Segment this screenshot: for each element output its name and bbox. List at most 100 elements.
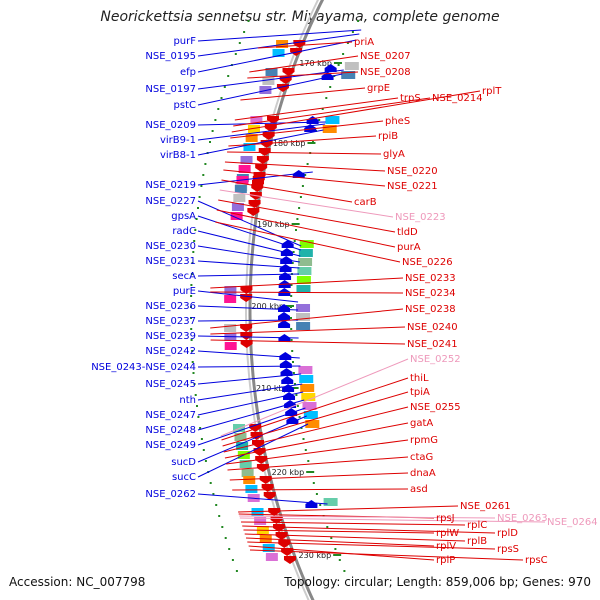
gene-label: rplP bbox=[436, 555, 455, 566]
reverse-gene-arrow bbox=[273, 524, 286, 532]
minor-tick bbox=[196, 405, 198, 407]
minor-tick bbox=[190, 306, 192, 308]
minor-tick bbox=[218, 515, 221, 517]
gene-label: radC bbox=[172, 226, 196, 237]
reverse-gene-arrow bbox=[256, 156, 269, 164]
forward-gene-block bbox=[302, 402, 317, 410]
minor-tick bbox=[190, 295, 193, 297]
gene-connector bbox=[197, 33, 360, 57]
reverse-gene-block bbox=[276, 40, 289, 48]
minor-tick bbox=[291, 262, 294, 264]
gene-label: NSE_0261 bbox=[460, 501, 511, 512]
forward-gene-arrow bbox=[281, 376, 294, 384]
gene-label: rpsS bbox=[497, 544, 519, 555]
gene-connector bbox=[197, 335, 299, 339]
minor-tick bbox=[337, 64, 340, 66]
gene-connector bbox=[197, 365, 301, 368]
gene-label: NSE_0209 bbox=[145, 120, 196, 131]
minor-tick bbox=[295, 394, 298, 396]
gene-label: NSE_0221 bbox=[387, 181, 438, 192]
gene-connector bbox=[197, 215, 301, 251]
gene-connector bbox=[197, 230, 301, 257]
gene-label: NSE_0226 bbox=[402, 257, 453, 268]
minor-tick bbox=[202, 174, 205, 176]
forward-gene-block bbox=[299, 240, 314, 248]
minor-tick bbox=[298, 207, 301, 209]
minor-tick bbox=[190, 328, 193, 330]
minor-tick bbox=[192, 372, 195, 374]
gene-label: thiL bbox=[410, 373, 429, 384]
minor-tick bbox=[243, 31, 246, 33]
reverse-gene-block bbox=[245, 485, 258, 493]
minor-tick bbox=[304, 174, 307, 176]
gene-connector bbox=[227, 151, 382, 155]
gene-connector bbox=[197, 69, 344, 90]
minor-tick bbox=[223, 86, 226, 88]
minor-tick bbox=[221, 526, 224, 528]
reverse-gene-block bbox=[272, 49, 285, 57]
genome-summary: Topology: circular; Length: 859,006 bp; … bbox=[284, 575, 591, 589]
reverse-gene-arrow bbox=[255, 456, 268, 464]
minor-tick bbox=[204, 460, 207, 462]
minor-tick bbox=[193, 240, 196, 242]
minor-tick bbox=[342, 53, 345, 55]
minor-tick bbox=[343, 570, 346, 572]
gene-label: NSE_0238 bbox=[405, 304, 456, 315]
minor-tick bbox=[197, 207, 199, 209]
minor-tick bbox=[247, 20, 250, 22]
gene-label: NSE_0245 bbox=[145, 379, 196, 390]
kbp-tick-label: 230 kbp bbox=[299, 551, 332, 560]
minor-tick bbox=[330, 537, 333, 539]
kbp-tick-label: 180 kbp bbox=[273, 139, 306, 148]
reverse-gene-block bbox=[239, 460, 252, 468]
reverse-gene-arrow bbox=[240, 324, 253, 332]
forward-gene-block bbox=[305, 420, 320, 428]
reverse-gene-block bbox=[234, 185, 247, 193]
reverse-gene-arrow bbox=[281, 548, 294, 556]
minor-tick bbox=[214, 119, 217, 121]
reverse-gene-arrow bbox=[240, 332, 253, 340]
gene-label: pheS bbox=[385, 116, 410, 127]
forward-gene-arrow bbox=[279, 360, 292, 368]
reverse-gene-block bbox=[224, 295, 237, 303]
gene-label: NSE_0237 bbox=[145, 316, 196, 327]
gene-connector bbox=[221, 179, 353, 203]
minor-tick bbox=[190, 339, 193, 341]
gene-connector bbox=[245, 537, 435, 547]
gene-connector bbox=[197, 319, 299, 322]
gene-label: NSE_0230 bbox=[145, 241, 196, 252]
reverse-gene-block bbox=[245, 134, 258, 142]
gene-label: NSE_0233 bbox=[405, 273, 456, 284]
minor-tick bbox=[200, 438, 203, 440]
gene-connector bbox=[197, 260, 300, 269]
gene-connector bbox=[197, 200, 302, 247]
forward-gene-arrow bbox=[280, 248, 293, 256]
minor-tick bbox=[346, 42, 349, 44]
gene-label: rpmG bbox=[410, 435, 438, 446]
gene-connector bbox=[197, 73, 343, 106]
gene-connector bbox=[210, 339, 406, 345]
gene-label: nth bbox=[179, 395, 196, 406]
minor-tick bbox=[190, 317, 192, 319]
feature-layer bbox=[224, 40, 359, 564]
reverse-gene-block bbox=[240, 156, 253, 164]
gene-label: rplC bbox=[467, 520, 487, 531]
reverse-gene-arrow bbox=[259, 476, 272, 484]
gene-connector bbox=[242, 525, 496, 534]
gene-label: sucC bbox=[172, 472, 196, 483]
gene-label: rpsC bbox=[525, 555, 548, 566]
minor-tick bbox=[319, 504, 322, 506]
minor-tick bbox=[306, 163, 309, 165]
reverse-gene-block bbox=[241, 469, 254, 477]
gene-label: virB8-1 bbox=[160, 150, 196, 161]
minor-tick bbox=[191, 262, 194, 264]
kbp-tick-label: 190 kbp bbox=[257, 220, 290, 229]
gene-connector bbox=[223, 169, 386, 187]
reverse-gene-block bbox=[250, 116, 263, 124]
gene-connector bbox=[216, 209, 396, 248]
gene-label: NSE_0234 bbox=[405, 288, 456, 299]
reverse-gene-block bbox=[243, 143, 256, 151]
minor-tick bbox=[315, 493, 318, 495]
gene-connector bbox=[257, 41, 353, 49]
gene-label: NSE_0195 bbox=[145, 51, 196, 62]
